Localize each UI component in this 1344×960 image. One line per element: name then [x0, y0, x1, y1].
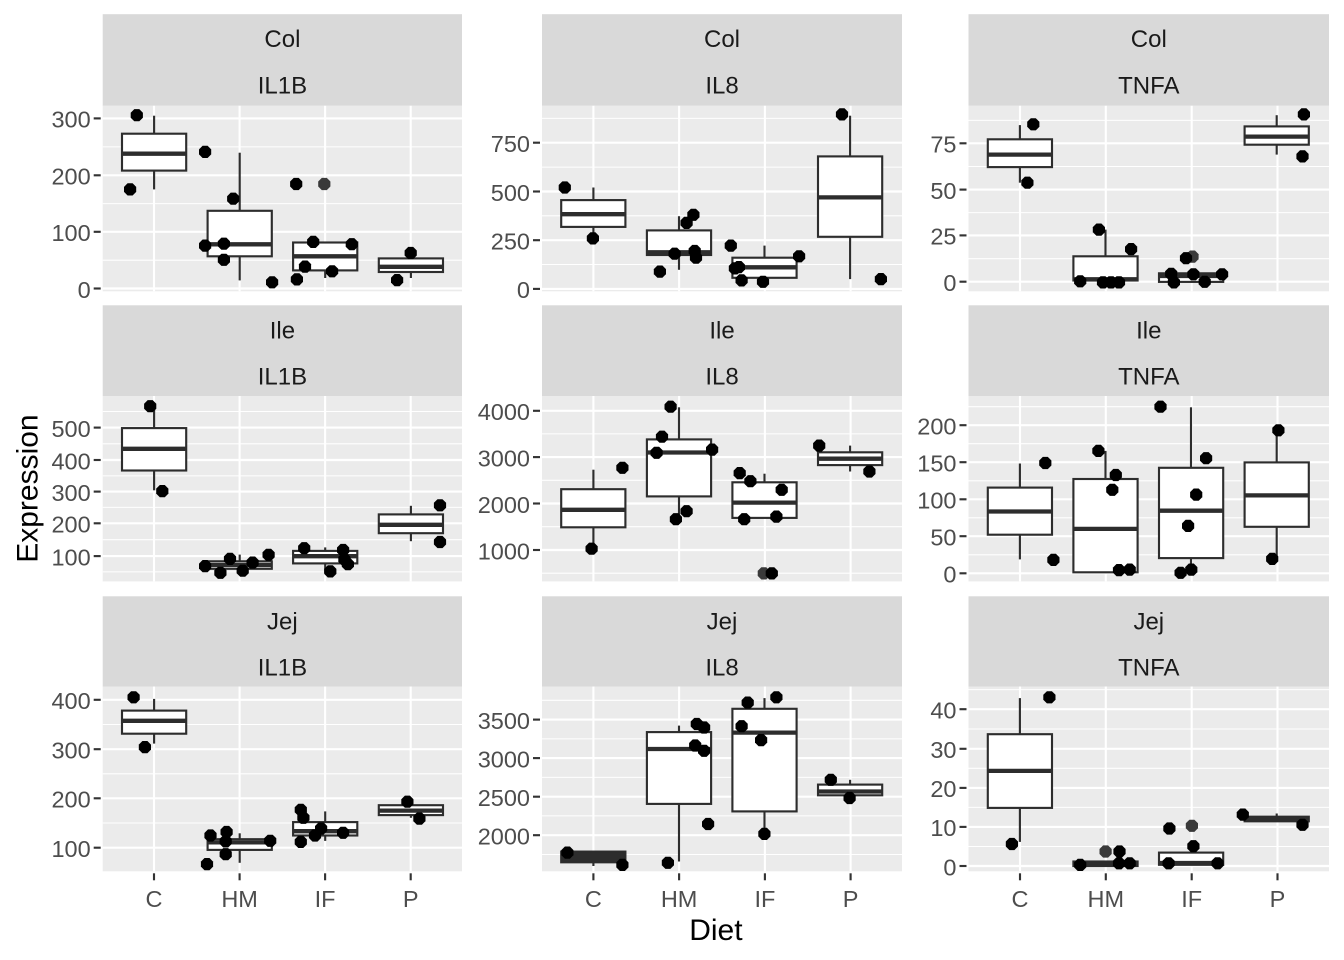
svg-text:40: 40 [930, 698, 956, 724]
svg-text:3500: 3500 [478, 708, 530, 734]
svg-text:0: 0 [517, 277, 530, 303]
svg-text:IL8: IL8 [705, 72, 738, 99]
svg-text:C: C [585, 886, 602, 912]
svg-text:500: 500 [491, 180, 530, 206]
svg-text:4000: 4000 [478, 399, 530, 425]
svg-text:400: 400 [51, 688, 90, 714]
svg-text:20: 20 [930, 776, 956, 802]
svg-text:250: 250 [491, 229, 530, 255]
svg-text:100: 100 [917, 488, 956, 514]
svg-text:2000: 2000 [478, 824, 530, 850]
svg-text:3000: 3000 [478, 445, 530, 471]
svg-text:500: 500 [51, 416, 90, 442]
svg-text:100: 100 [51, 836, 90, 862]
svg-text:Jej: Jej [267, 608, 298, 635]
svg-text:10: 10 [930, 815, 956, 841]
svg-text:HM: HM [661, 886, 698, 912]
svg-text:200: 200 [51, 164, 90, 190]
svg-text:Ile: Ile [709, 317, 734, 344]
svg-text:25: 25 [930, 224, 956, 250]
svg-text:300: 300 [51, 480, 90, 506]
svg-text:IF: IF [1181, 886, 1202, 912]
svg-text:0: 0 [943, 270, 956, 296]
svg-text:100: 100 [51, 544, 90, 570]
svg-text:200: 200 [917, 414, 956, 440]
svg-text:Jej: Jej [707, 608, 738, 635]
svg-text:Jej: Jej [1133, 608, 1164, 635]
svg-text:75: 75 [930, 132, 956, 158]
svg-text:750: 750 [491, 131, 530, 157]
svg-text:2500: 2500 [478, 785, 530, 811]
svg-text:IL8: IL8 [705, 364, 738, 391]
svg-text:IF: IF [315, 886, 336, 912]
svg-text:P: P [1270, 886, 1286, 912]
svg-text:Ile: Ile [270, 317, 295, 344]
svg-text:P: P [403, 886, 419, 912]
svg-text:IL1B: IL1B [258, 72, 307, 99]
svg-text:P: P [843, 886, 859, 912]
svg-text:0: 0 [943, 854, 956, 880]
svg-text:0: 0 [78, 277, 91, 303]
svg-text:IL8: IL8 [705, 655, 738, 682]
svg-text:2000: 2000 [478, 492, 530, 518]
svg-text:IL1B: IL1B [258, 364, 307, 391]
svg-text:300: 300 [51, 107, 90, 133]
svg-text:Col: Col [264, 26, 300, 53]
svg-text:300: 300 [51, 738, 90, 764]
svg-text:IL1B: IL1B [258, 655, 307, 682]
svg-text:Ile: Ile [1136, 317, 1161, 344]
svg-text:HM: HM [1088, 886, 1125, 912]
svg-text:200: 200 [51, 787, 90, 813]
svg-text:3000: 3000 [478, 746, 530, 772]
svg-text:Expression: Expression [12, 414, 45, 562]
svg-text:HM: HM [221, 886, 258, 912]
svg-text:Col: Col [1131, 26, 1167, 53]
svg-text:400: 400 [51, 448, 90, 474]
svg-text:TNFA: TNFA [1118, 364, 1179, 391]
svg-text:100: 100 [51, 220, 90, 246]
svg-text:1000: 1000 [478, 538, 530, 564]
svg-text:30: 30 [930, 737, 956, 763]
svg-text:200: 200 [51, 512, 90, 538]
svg-text:50: 50 [930, 178, 956, 204]
svg-text:C: C [146, 886, 163, 912]
svg-text:TNFA: TNFA [1118, 655, 1179, 682]
svg-text:Col: Col [704, 26, 740, 53]
svg-text:TNFA: TNFA [1118, 72, 1179, 99]
svg-text:50: 50 [930, 525, 956, 551]
svg-text:Diet: Diet [689, 914, 743, 947]
svg-text:0: 0 [943, 562, 956, 588]
svg-text:IF: IF [754, 886, 775, 912]
svg-text:C: C [1012, 886, 1029, 912]
svg-text:150: 150 [917, 451, 956, 477]
